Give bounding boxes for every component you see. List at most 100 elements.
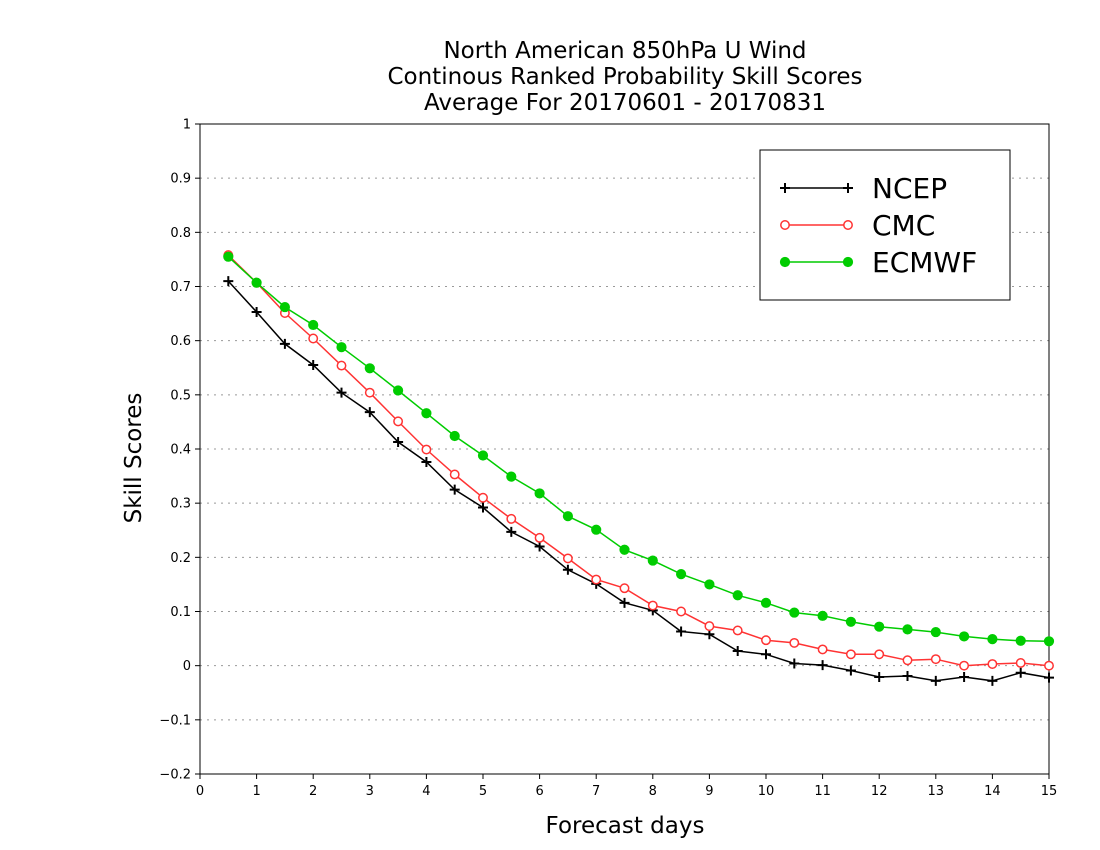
x-tick-label: 11 bbox=[814, 784, 831, 799]
cmc-series-point bbox=[619, 583, 630, 594]
ncep-series-point bbox=[1015, 667, 1026, 678]
y-tick-label: 0.2 bbox=[170, 551, 191, 566]
ecmwf-series-point bbox=[760, 597, 772, 608]
cmc-series-point bbox=[1015, 658, 1026, 668]
cmc-series-point bbox=[562, 553, 573, 564]
ecmwf-series-point bbox=[421, 408, 432, 419]
ecmwf-series-point bbox=[251, 277, 262, 288]
cmc-series-point bbox=[817, 644, 828, 655]
ecmwf-series-point bbox=[930, 626, 941, 638]
cmc-series-point bbox=[930, 654, 941, 665]
ncep-series-point bbox=[534, 541, 545, 552]
ecmwf-series-point bbox=[1043, 636, 1055, 647]
ecmwf-series-point bbox=[534, 488, 545, 499]
cmc-series-point bbox=[845, 649, 856, 660]
ncep-series-point bbox=[308, 360, 319, 371]
cmc-series-line bbox=[227, 254, 1050, 667]
x-tick-label: 1 bbox=[252, 784, 260, 799]
ncep-series-point bbox=[987, 675, 998, 686]
ecmwf-series-point bbox=[279, 301, 290, 313]
ncep-series-point bbox=[506, 526, 517, 537]
x-axis-label: Forecast days bbox=[546, 813, 705, 839]
legend-ecmwf-point bbox=[842, 256, 854, 268]
x-tick-label: 14 bbox=[984, 784, 1001, 799]
ecmwf-series-point bbox=[704, 579, 715, 590]
cmc-series-point bbox=[761, 635, 771, 646]
cmc-series-point bbox=[393, 416, 404, 427]
x-tick-label: 2 bbox=[309, 784, 317, 799]
ecmwf-series-point bbox=[789, 607, 800, 618]
ncep-series-point bbox=[817, 660, 828, 671]
ecmwf-series-point bbox=[393, 385, 404, 396]
legend-ncep-label: NCEP bbox=[872, 172, 947, 205]
x-tick-label: 4 bbox=[422, 784, 430, 799]
x-axis-ticks: 0 1 2 3 4 5 6 7 8 9 10 11 12 13 14 15 bbox=[196, 774, 1057, 799]
cmc-series-point bbox=[591, 574, 602, 585]
ncep-series-point bbox=[676, 626, 687, 637]
cmc-series-point bbox=[789, 637, 800, 648]
ncep-series-point bbox=[449, 484, 460, 495]
chart-title-line: North American 850hPa U Wind bbox=[443, 38, 806, 64]
ecmwf-series-point bbox=[506, 471, 517, 482]
ecmwf-series-point bbox=[1015, 635, 1026, 646]
cmc-series-point bbox=[478, 492, 488, 503]
cmc-series-point bbox=[902, 655, 913, 666]
cmc-series-point bbox=[449, 469, 460, 480]
ncep-series-line bbox=[227, 280, 1050, 682]
y-tick-label: 0 bbox=[183, 659, 191, 674]
ecmwf-series-point bbox=[987, 634, 998, 645]
ecmwf-series-point bbox=[449, 430, 460, 442]
ncep-series-point bbox=[478, 502, 488, 513]
ncep-series-point bbox=[619, 597, 630, 608]
ecmwf-series-point bbox=[477, 450, 489, 461]
legend-ncep-entry: NCEP bbox=[780, 172, 947, 205]
y-tick-label: −0.1 bbox=[159, 713, 191, 728]
cmc-series-point bbox=[308, 333, 319, 344]
cmc-series-point bbox=[534, 532, 545, 543]
ncep-series-point bbox=[959, 672, 970, 683]
ncep-series-point bbox=[732, 646, 743, 657]
legend-ecmwf-label: ECMWF bbox=[872, 246, 977, 279]
y-tick-label: 0.8 bbox=[170, 226, 191, 241]
x-tick-label: 6 bbox=[535, 784, 543, 799]
cmc-series-point bbox=[874, 649, 885, 660]
ncep-series-point bbox=[761, 649, 771, 660]
y-tick-label: 0.7 bbox=[170, 280, 191, 295]
ecmwf-series-point bbox=[308, 319, 319, 331]
x-tick-label: 3 bbox=[366, 784, 374, 799]
ncep-series-point bbox=[393, 436, 404, 447]
ncep-series-point bbox=[789, 658, 800, 669]
legend-ncep-point bbox=[780, 183, 790, 193]
x-tick-label: 9 bbox=[705, 784, 713, 799]
ecmwf-series-point bbox=[902, 624, 913, 635]
y-axis-label: Skill Scores bbox=[121, 393, 147, 524]
x-tick-label: 12 bbox=[871, 784, 888, 799]
ncep-series-point bbox=[223, 276, 234, 287]
cmc-series-point bbox=[647, 600, 658, 611]
legend: NCEP CMC ECMWF bbox=[759, 149, 1011, 301]
ecmwf-series bbox=[223, 251, 1055, 647]
ncep-series-point bbox=[421, 457, 432, 467]
ncep-series-point bbox=[364, 407, 375, 418]
ecmwf-series-point bbox=[959, 631, 970, 642]
cmc-series-point bbox=[732, 625, 743, 636]
x-tick-label: 10 bbox=[758, 784, 775, 799]
ecmwf-series-point bbox=[647, 555, 658, 566]
y-tick-label: 0.3 bbox=[170, 497, 191, 512]
y-tick-label: 0.1 bbox=[170, 605, 191, 620]
chart-title-line: Average For 20170601 - 20170831 bbox=[424, 90, 826, 116]
cmc-series-point bbox=[987, 659, 998, 669]
ecmwf-series-point bbox=[336, 342, 347, 353]
y-tick-label: 0.5 bbox=[170, 388, 191, 403]
legend-ecmwf-point bbox=[779, 256, 791, 268]
ncep-series-point bbox=[902, 670, 913, 681]
ecmwf-series-point bbox=[364, 363, 375, 374]
y-tick-label: −0.2 bbox=[159, 768, 191, 783]
ncep-series-point bbox=[279, 338, 290, 349]
chart-title-line: Continous Ranked Probability Skill Score… bbox=[387, 64, 862, 90]
ncep-series-point bbox=[1044, 672, 1054, 683]
ecmwf-series-point bbox=[732, 590, 743, 601]
x-tick-label: 8 bbox=[649, 784, 657, 799]
x-tick-label: 5 bbox=[479, 784, 487, 799]
